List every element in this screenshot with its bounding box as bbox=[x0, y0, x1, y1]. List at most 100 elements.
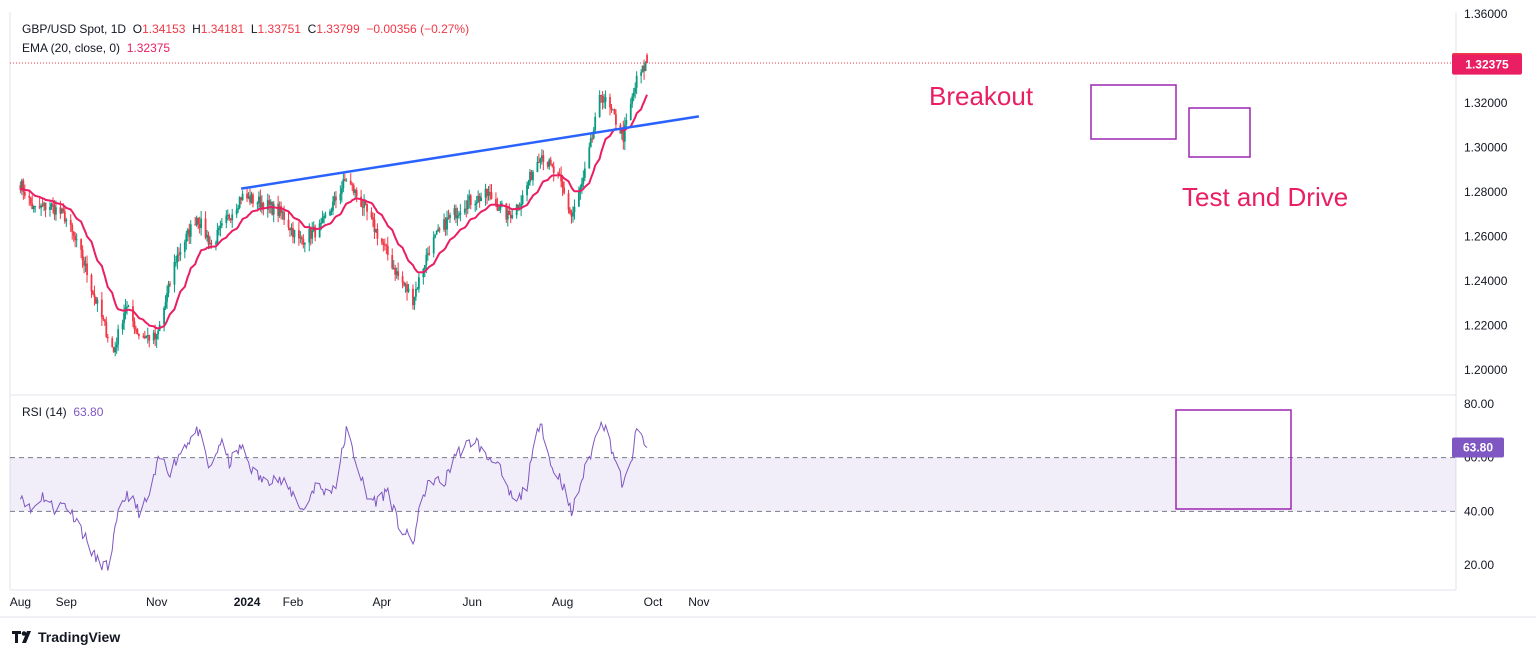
candle-body bbox=[600, 94, 603, 96]
candle-body bbox=[392, 267, 395, 269]
candle-body bbox=[320, 222, 323, 224]
candle-body bbox=[520, 203, 523, 209]
candle-body bbox=[115, 344, 118, 348]
candle-body bbox=[592, 130, 595, 139]
candle-body bbox=[229, 219, 232, 221]
candle-body bbox=[446, 217, 448, 230]
candle-body bbox=[43, 202, 45, 206]
low-label: L bbox=[250, 22, 258, 36]
candle-body bbox=[145, 335, 148, 339]
candle-body bbox=[32, 206, 35, 210]
open-value: 1.34153 bbox=[142, 22, 186, 36]
rsi-tick-label: 40.00 bbox=[1464, 504, 1494, 518]
candle-body bbox=[289, 227, 291, 231]
candle-body bbox=[262, 202, 265, 210]
candle-body bbox=[302, 239, 305, 245]
candle-body bbox=[579, 187, 582, 192]
candle-body bbox=[256, 203, 259, 205]
candle-body bbox=[175, 262, 177, 264]
candle-body bbox=[403, 282, 405, 286]
time-tick-label: Jun bbox=[463, 595, 482, 609]
price-tick-label: 1.20000 bbox=[1464, 363, 1508, 377]
price-tick-label: 1.32000 bbox=[1464, 96, 1508, 110]
candle-body bbox=[219, 225, 222, 229]
candle-body bbox=[361, 206, 364, 208]
ema-price-tag bbox=[1452, 54, 1522, 75]
candle-body bbox=[517, 204, 520, 209]
candle-body bbox=[546, 161, 549, 167]
candle-body bbox=[290, 227, 293, 231]
candle-body bbox=[148, 335, 151, 341]
time-tick-label: Oct bbox=[644, 595, 663, 609]
candle-body bbox=[561, 181, 564, 188]
candle-body bbox=[487, 191, 490, 196]
candle-body bbox=[380, 238, 383, 243]
candle-body bbox=[74, 235, 77, 241]
tradingview-brand[interactable]: TradingView bbox=[12, 629, 120, 645]
candle-body bbox=[164, 301, 167, 308]
candle-body bbox=[594, 116, 597, 131]
candle-body bbox=[72, 231, 75, 236]
candle-body bbox=[259, 196, 262, 208]
candle-body bbox=[432, 237, 435, 254]
candle-body bbox=[469, 195, 472, 206]
candle-body bbox=[382, 242, 385, 245]
candle-body bbox=[329, 211, 331, 216]
candle-body bbox=[563, 187, 565, 194]
candle-body bbox=[207, 234, 210, 245]
candle-body bbox=[53, 204, 56, 215]
candle-body bbox=[185, 233, 188, 243]
candle-body bbox=[188, 229, 191, 237]
candle-body bbox=[71, 224, 74, 232]
candle-body bbox=[447, 217, 450, 219]
candle-body bbox=[200, 218, 203, 228]
time-tick-label: Nov bbox=[146, 595, 167, 609]
candle-body bbox=[443, 219, 445, 230]
rsi-label: RSI (14) bbox=[22, 405, 67, 419]
time-tick-label: Feb bbox=[283, 595, 304, 609]
candle-body bbox=[407, 288, 410, 292]
candle-body bbox=[468, 195, 471, 201]
candle-body bbox=[340, 188, 343, 194]
candle-body bbox=[20, 180, 23, 190]
time-tick-label: 2024 bbox=[234, 595, 261, 609]
candle-body bbox=[228, 214, 231, 220]
price-axis-ticks: 1.360001.340001.320001.300001.280001.260… bbox=[1464, 7, 1508, 377]
candle-body bbox=[31, 203, 34, 210]
candle-body bbox=[194, 224, 197, 226]
candle-body bbox=[604, 97, 607, 102]
candle-body bbox=[169, 283, 171, 285]
candle-body bbox=[644, 63, 647, 72]
candle-body bbox=[463, 208, 466, 213]
candle-body bbox=[29, 197, 32, 204]
price-tick-label: 1.22000 bbox=[1464, 319, 1508, 333]
candle-body bbox=[318, 223, 321, 238]
candle-body bbox=[250, 194, 253, 203]
candle-body bbox=[323, 215, 325, 219]
candle-body bbox=[272, 203, 275, 215]
candle-body bbox=[413, 296, 416, 306]
candle-body bbox=[146, 335, 149, 337]
candle-body bbox=[438, 228, 441, 230]
candle-body bbox=[102, 317, 105, 320]
candle-body bbox=[496, 203, 499, 211]
candle-body bbox=[55, 207, 57, 215]
ema-price-tag-label: 1.32375 bbox=[1465, 58, 1509, 72]
candle-body bbox=[281, 211, 284, 213]
candle-body bbox=[252, 194, 254, 204]
candle-body bbox=[455, 208, 457, 219]
candle-body bbox=[117, 329, 120, 345]
candle-body bbox=[240, 197, 243, 201]
candle-body bbox=[177, 254, 180, 256]
candle-body bbox=[246, 193, 248, 199]
candle-body bbox=[383, 244, 386, 246]
candle-body bbox=[506, 210, 509, 220]
candle-body bbox=[266, 200, 269, 210]
candle-body bbox=[536, 161, 539, 172]
candle-body bbox=[415, 288, 417, 297]
candle-body bbox=[220, 223, 223, 226]
tradingview-logo-icon bbox=[12, 631, 31, 643]
high-label: H bbox=[192, 22, 201, 36]
candle-body bbox=[132, 306, 134, 322]
